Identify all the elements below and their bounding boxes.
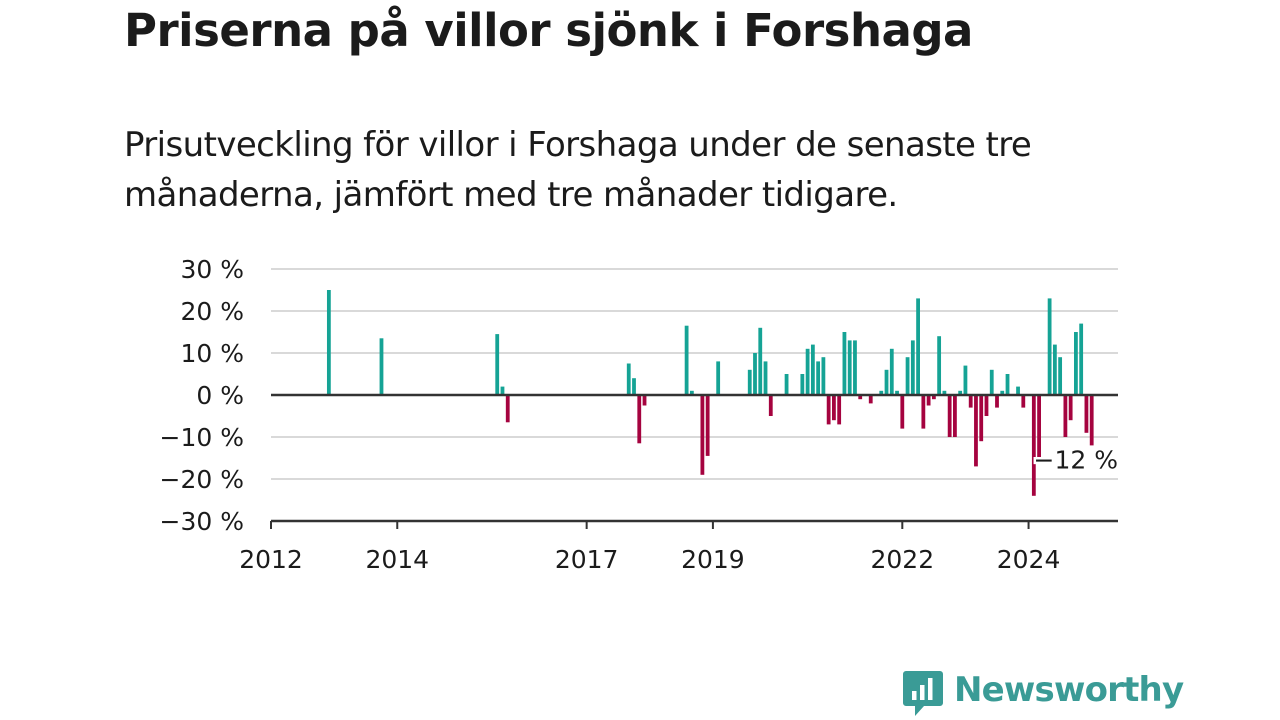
- bar: [900, 395, 905, 429]
- bar: [642, 395, 647, 406]
- bar: [689, 390, 694, 395]
- bar: [953, 395, 957, 437]
- bar: [968, 395, 973, 408]
- x-tick-label: 2014: [365, 545, 429, 574]
- bar: [847, 340, 852, 395]
- x-tick-label: 2019: [681, 545, 745, 574]
- bar: [995, 395, 999, 408]
- bar: [505, 395, 510, 423]
- y-tick-label: 20 %: [180, 297, 244, 326]
- bar: [1058, 357, 1063, 395]
- bar: [800, 374, 805, 395]
- bar: [379, 338, 384, 395]
- x-tick-label: 2012: [239, 545, 303, 574]
- bar: [758, 327, 763, 395]
- bar: [947, 395, 952, 437]
- bar: [1021, 395, 1026, 408]
- bar: [910, 340, 915, 395]
- tick-labels: 30 % 20 % 10 % 0 % −10 % −20 % −30 % 2012 2014 20…: [160, 255, 1121, 574]
- bar: [1063, 395, 1068, 437]
- x-tick-label: 2024: [997, 545, 1061, 574]
- y-tick-label: 10 %: [180, 339, 244, 368]
- bar: [984, 395, 989, 416]
- bar: [805, 348, 810, 395]
- y-tick-label: 30 %: [180, 255, 244, 284]
- bar: [958, 390, 963, 395]
- bar: [842, 332, 847, 395]
- newsworthy-logo[interactable]: Newsworthy: [902, 668, 1184, 720]
- newsworthy-logo-text: Newsworthy: [954, 670, 1184, 710]
- bar: [889, 348, 894, 395]
- bar: [326, 290, 331, 395]
- bar: [853, 340, 857, 395]
- bar: [895, 390, 899, 395]
- bar: [1079, 323, 1084, 395]
- bar: [963, 365, 968, 395]
- bar: [810, 344, 815, 395]
- bar: [926, 395, 931, 406]
- x-tick-label: 2022: [870, 545, 934, 574]
- bar: [868, 395, 873, 404]
- bar: [905, 357, 910, 395]
- bar: [626, 363, 631, 395]
- bar: [1084, 395, 1089, 433]
- bar: [1005, 374, 1010, 395]
- bar: [637, 395, 642, 444]
- bar: [500, 386, 505, 395]
- bar: [684, 325, 689, 395]
- bar: [763, 361, 768, 395]
- bar: [747, 369, 752, 395]
- chart-subtitle: Prisutveckling för villor i Forshaga und…: [124, 125, 1032, 215]
- bar: [979, 395, 984, 442]
- axes: [270, 393, 1118, 529]
- bar: [1000, 390, 1005, 395]
- bar: [832, 395, 836, 421]
- y-tick-label: −20 %: [160, 465, 244, 494]
- bar: [1047, 298, 1052, 395]
- bar-chart: 30 % 20 % 10 % 0 % −10 % −20 % −30 % 2012 2014 20…: [159, 255, 1121, 574]
- y-tick-label: −10 %: [160, 423, 244, 452]
- bar: [837, 395, 842, 425]
- bar: [858, 395, 863, 400]
- bar: [716, 361, 721, 395]
- bar: [974, 395, 978, 467]
- bar: [700, 395, 705, 475]
- chart-title: Priserna på villor sjönk i Forshaga: [124, 4, 973, 57]
- annotation-label: −12 %: [1034, 445, 1118, 474]
- bar: [921, 395, 926, 429]
- bar: [784, 374, 789, 395]
- bar: [1052, 344, 1057, 395]
- bar: [1068, 395, 1073, 421]
- bar: [1074, 332, 1078, 395]
- bar: [753, 353, 757, 395]
- bar: [937, 336, 942, 395]
- bar: [705, 395, 710, 456]
- bar: [1037, 395, 1041, 458]
- bar: [632, 378, 636, 395]
- bar: [768, 395, 773, 416]
- bar: [1089, 395, 1094, 446]
- newsworthy-logo-icon: [903, 671, 943, 716]
- bar: [495, 334, 500, 395]
- bar: [1031, 395, 1036, 496]
- bar: [942, 390, 947, 395]
- bar: [916, 298, 920, 395]
- bar: [931, 395, 936, 400]
- bar: [989, 369, 994, 395]
- bar: [816, 361, 821, 395]
- bar: [1016, 386, 1020, 395]
- x-tick-label: 2017: [555, 545, 619, 574]
- y-tick-label: −30 %: [160, 507, 244, 536]
- bar: [879, 390, 884, 395]
- y-tick-label: 0 %: [196, 381, 244, 410]
- bar: [826, 395, 831, 425]
- bar: [884, 369, 889, 395]
- bars: [326, 290, 1094, 496]
- bar: [821, 357, 826, 395]
